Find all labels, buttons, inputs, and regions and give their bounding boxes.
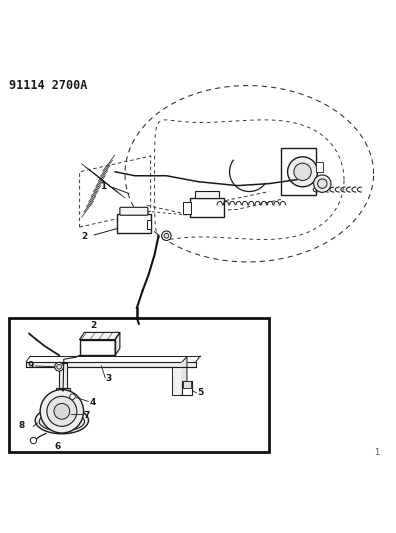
Bar [80,340,115,356]
Circle shape [54,403,70,419]
Text: 9: 9 [27,361,34,370]
Text: 2: 2 [81,232,88,241]
Circle shape [55,362,63,371]
Text: 1: 1 [100,182,107,191]
Polygon shape [182,357,187,395]
Bar [59,363,67,391]
Circle shape [40,390,84,433]
Text: 5: 5 [197,388,204,397]
Ellipse shape [39,412,85,431]
Circle shape [70,394,75,400]
Text: 7: 7 [84,411,90,420]
Text: 4: 4 [89,398,96,407]
Text: 6: 6 [55,442,61,451]
Circle shape [314,175,331,192]
Bar [172,367,182,395]
Bar [182,381,192,395]
Circle shape [47,397,77,426]
Circle shape [162,231,171,240]
Bar [183,202,191,214]
Bar [316,162,324,172]
Text: 91114 2700A: 91114 2700A [9,79,87,92]
Bar [281,148,316,196]
Ellipse shape [35,407,88,434]
Polygon shape [80,333,120,340]
Circle shape [287,157,318,187]
FancyBboxPatch shape [120,207,148,215]
Circle shape [318,179,327,188]
Text: 8: 8 [18,421,25,430]
Bar [56,387,70,395]
Text: 2: 2 [91,321,97,329]
Text: 3: 3 [105,375,112,383]
Bar [27,361,196,367]
Circle shape [57,365,61,369]
Bar [195,191,219,198]
Bar [9,318,269,452]
FancyBboxPatch shape [117,214,150,233]
Bar [147,220,151,229]
Circle shape [294,163,311,181]
Bar [183,381,191,387]
Polygon shape [115,333,120,356]
Circle shape [30,438,36,443]
Circle shape [164,233,169,238]
Bar [190,198,224,217]
Text: 1: 1 [374,448,379,457]
